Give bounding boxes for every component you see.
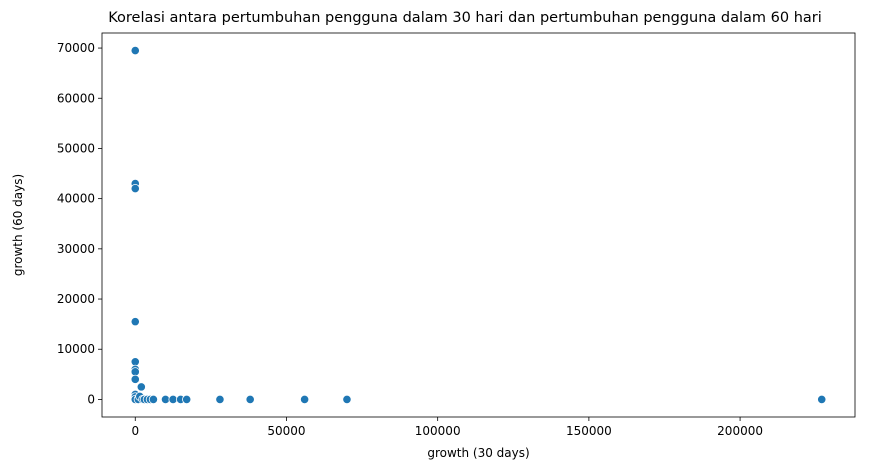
y-tick-label: 10000 <box>57 342 95 356</box>
data-point <box>215 394 225 405</box>
x-axis-label: growth (30 days) <box>427 446 529 460</box>
data-point <box>342 394 352 405</box>
x-tick-label: 50000 <box>267 424 305 438</box>
x-tick-label: 100000 <box>415 424 461 438</box>
x-tick-label: 0 <box>131 424 139 438</box>
plot-frame <box>101 32 856 418</box>
data-point <box>182 394 192 405</box>
data-point <box>148 394 159 405</box>
y-tick-label: 60000 <box>57 91 95 105</box>
y-tick-label: 40000 <box>57 192 95 206</box>
data-points <box>130 45 827 405</box>
chart-title: Korelasi antara pertumbuhan pengguna dal… <box>108 10 822 26</box>
data-point <box>160 394 171 405</box>
data-point <box>300 394 310 405</box>
data-point <box>245 394 255 405</box>
y-axis-label: growth (60 days) <box>11 174 25 276</box>
x-tick-label: 200000 <box>717 424 763 438</box>
data-point <box>130 374 140 384</box>
x-tick-label: 150000 <box>566 424 612 438</box>
data-point <box>130 45 140 56</box>
data-point <box>817 394 827 405</box>
x-axis-ticks: 0 50000 100000 150000 200000 <box>131 417 763 438</box>
y-tick-label: 0 <box>87 392 95 406</box>
data-point <box>130 317 140 327</box>
data-point <box>136 382 146 392</box>
y-tick-label: 50000 <box>57 141 95 155</box>
y-tick-label: 20000 <box>57 292 95 306</box>
y-tick-label: 70000 <box>57 41 95 55</box>
data-point <box>130 184 140 194</box>
data-point <box>168 394 178 405</box>
y-axis-ticks: 0 10000 20000 30000 40000 50000 60000 70000 <box>57 41 102 406</box>
y-tick-label: 30000 <box>57 242 95 256</box>
